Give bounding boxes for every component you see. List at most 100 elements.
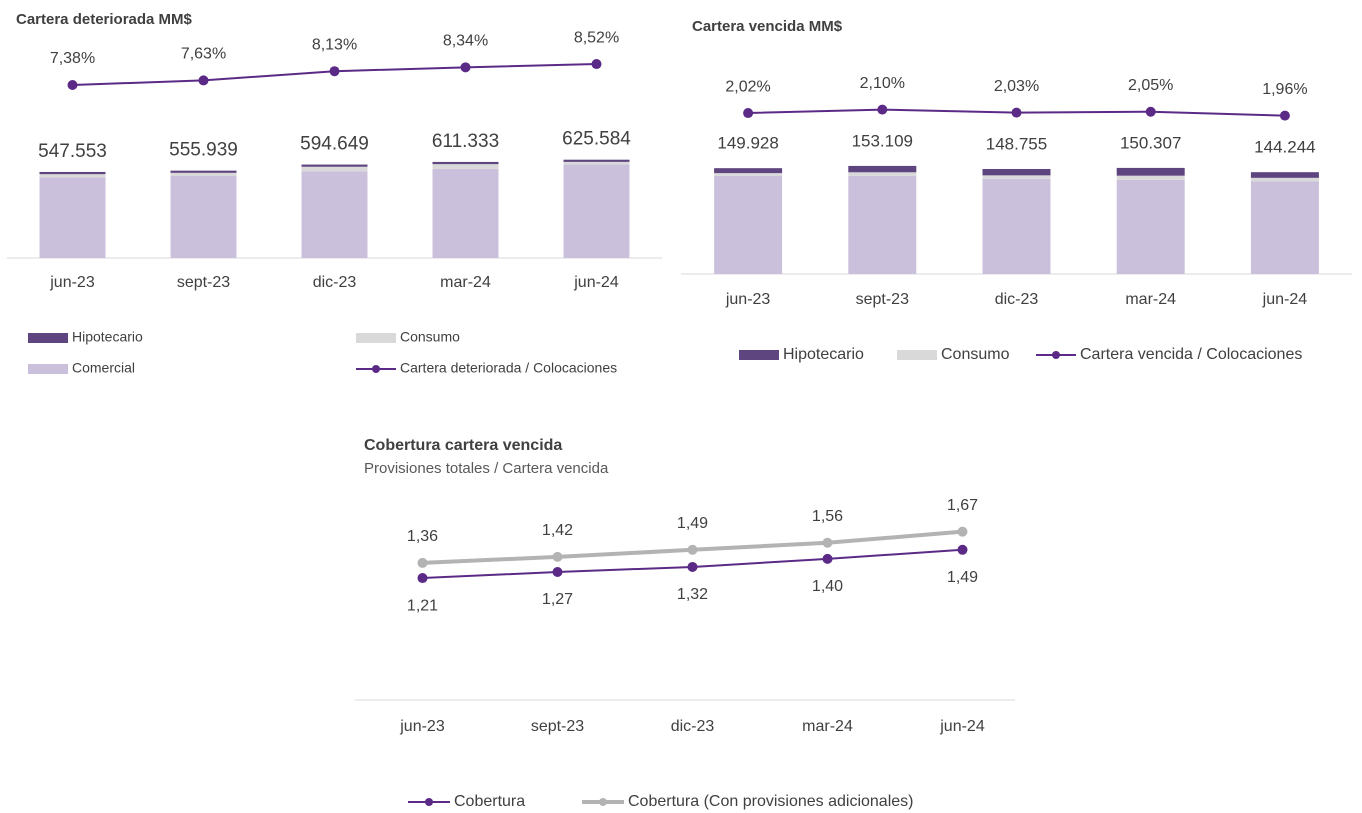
total-label: 153.109: [852, 131, 913, 150]
bar-segment: [1250, 177, 1319, 182]
data-label: 1,21: [407, 597, 438, 614]
bar-segment: [1250, 172, 1319, 178]
data-label: 1,49: [947, 569, 978, 586]
chart-title: Cobertura cartera vencida: [364, 437, 562, 454]
line-point: [329, 66, 340, 77]
x-tick-label: dic-23: [671, 718, 715, 735]
bar-segment: [432, 168, 499, 258]
chart-title: Cartera deteriorada MM$: [16, 11, 193, 28]
bar-segment: [301, 164, 368, 167]
bar-segment: [848, 165, 917, 173]
data-label: 8,13%: [312, 36, 357, 53]
data-label: 2,03%: [994, 78, 1039, 95]
x-tick-label: dic-23: [995, 291, 1039, 308]
legend-swatch: [897, 350, 937, 360]
bar-segment: [714, 173, 783, 176]
legend-swatch: [28, 333, 68, 343]
data-label: 2,10%: [860, 75, 905, 92]
line-point: [1279, 110, 1290, 121]
bar-segment: [714, 175, 783, 274]
chart-title: Cartera vencida MM$: [692, 18, 843, 35]
legend-swatch: [356, 333, 396, 343]
bar-segment: [982, 178, 1051, 274]
bar-segment: [1116, 179, 1185, 274]
legend-label: Consumo: [400, 329, 460, 345]
line-point: [1145, 106, 1156, 117]
line-point: [552, 566, 563, 577]
legend-swatch: [28, 364, 68, 374]
data-label: 7,38%: [50, 50, 95, 67]
legend-label: Comercial: [72, 360, 135, 376]
legend-swatch: [599, 798, 607, 806]
bar-segment: [1116, 175, 1185, 180]
total-label: 625.584: [562, 129, 631, 150]
data-label: 1,40: [812, 578, 843, 595]
data-label: 1,36: [407, 528, 438, 545]
data-label: 1,56: [812, 508, 843, 525]
bar-segment: [982, 168, 1051, 176]
x-tick-label: jun-24: [939, 718, 985, 735]
line-point: [67, 80, 78, 91]
chart-subtitle: Provisiones totales / Cartera vencida: [364, 460, 609, 477]
line-point: [822, 537, 833, 548]
bar-segment: [563, 161, 630, 165]
total-label: 144.244: [1254, 138, 1315, 157]
total-label: 555.939: [169, 140, 238, 161]
total-label: 594.649: [300, 134, 369, 155]
x-tick-label: sept-23: [177, 274, 230, 291]
total-label: 611.333: [432, 131, 499, 152]
x-tick-label: mar-24: [802, 718, 853, 735]
legend-swatch: [425, 798, 433, 806]
bar-segment: [1250, 181, 1319, 274]
x-tick-label: mar-24: [1125, 291, 1176, 308]
data-label: 1,49: [677, 515, 708, 532]
line-point: [743, 108, 754, 119]
line-point: [687, 561, 698, 572]
x-tick-label: jun-23: [725, 291, 771, 308]
line-point: [460, 62, 471, 73]
legend-label: Cartera vencida / Colocaciones: [1080, 346, 1302, 363]
x-tick-label: sept-23: [531, 718, 584, 735]
data-label: 1,67: [947, 497, 978, 514]
x-tick-label: sept-23: [856, 291, 909, 308]
data-label: 8,34%: [443, 33, 488, 50]
line-point: [417, 573, 428, 584]
x-tick-label: jun-23: [399, 718, 445, 735]
line-point: [822, 553, 833, 564]
x-tick-label: jun-24: [1262, 291, 1308, 308]
bar-segment: [39, 171, 106, 175]
line-point: [591, 59, 602, 70]
data-label: 2,05%: [1128, 77, 1173, 94]
legend-swatch: [372, 365, 380, 373]
bar-segment: [301, 171, 368, 258]
bar-segment: [563, 159, 630, 162]
bar-segment: [39, 174, 106, 178]
data-label: 8,52%: [574, 29, 619, 46]
bar-segment: [714, 168, 783, 174]
data-label: 1,32: [677, 586, 708, 603]
line-point: [877, 104, 888, 115]
legend-swatch: [1052, 351, 1060, 359]
total-label: 149.928: [717, 134, 778, 153]
bar-segment: [301, 166, 368, 172]
bar-segment: [432, 161, 499, 165]
legend-label: Cobertura: [454, 793, 525, 810]
legend-label: Hipotecario: [72, 329, 143, 345]
data-label: 1,42: [542, 522, 573, 539]
line-point: [1011, 107, 1022, 118]
data-label: 1,96%: [1262, 81, 1307, 98]
bar-segment: [848, 172, 917, 176]
bar-segment: [848, 175, 917, 274]
legend-label: Cartera deteriorada / Colocaciones: [400, 360, 617, 376]
bar-segment: [563, 164, 630, 258]
x-tick-label: dic-23: [313, 274, 357, 291]
line-point: [957, 526, 968, 537]
bar-segment: [170, 170, 237, 173]
data-label: 7,63%: [181, 46, 226, 63]
line-point: [417, 557, 428, 568]
legend-label: Hipotecario: [783, 346, 864, 363]
x-tick-label: jun-23: [49, 274, 95, 291]
total-label: 547.553: [38, 141, 107, 162]
x-tick-label: mar-24: [440, 274, 491, 291]
